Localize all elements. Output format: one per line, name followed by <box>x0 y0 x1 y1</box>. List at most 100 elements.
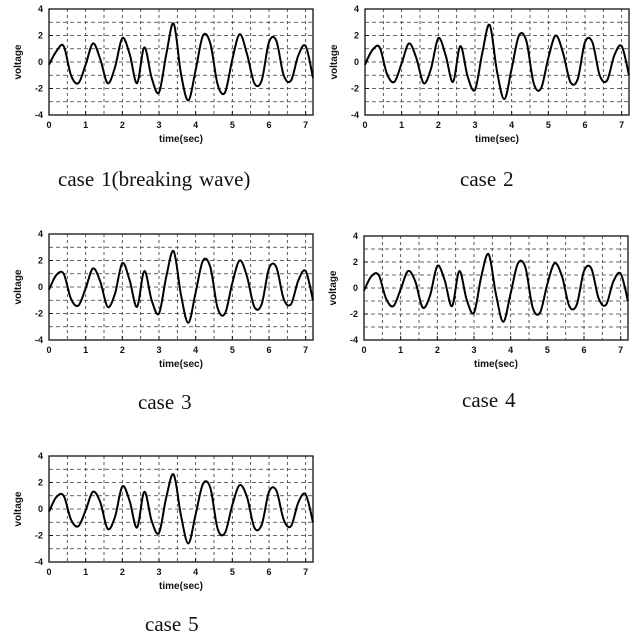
y-tick-label: -2 <box>35 309 43 319</box>
x-tick-label: 2 <box>120 345 125 355</box>
y-tick-label: -2 <box>351 84 359 94</box>
x-tick-label: 2 <box>120 567 125 577</box>
caption-word: case <box>462 388 499 412</box>
x-tick-label: 5 <box>230 120 235 130</box>
y-axis-label: voltage <box>13 44 24 79</box>
x-tick-label: 6 <box>581 345 586 355</box>
y-tick-label: 0 <box>38 282 43 292</box>
y-axis-label: voltage <box>13 269 24 304</box>
chart-caption: case 4 <box>462 388 516 413</box>
x-tick-label: 2 <box>436 120 441 130</box>
y-tick-label: 4 <box>38 4 43 14</box>
y-tick-label: -2 <box>35 531 43 541</box>
y-tick-label: 0 <box>353 283 358 293</box>
y-tick-label: 2 <box>38 31 43 41</box>
y-axis-label: voltage <box>329 44 340 79</box>
chart-panel-case-4: 4 2 0 -2 -4 0 1 2 3 4 5 6 7 time(sec) voltage case 4 <box>315 225 635 425</box>
chart-caption: case 2 <box>460 167 514 192</box>
x-tick-label: 0 <box>361 345 366 355</box>
y-tick-label: -4 <box>35 110 43 120</box>
x-tick-label: 5 <box>545 345 550 355</box>
chart-panel-case-1: 4 2 0 -2 -4 0 1 2 3 4 5 6 7 time(sec) voltage case 1(br… <box>0 0 318 200</box>
caption-number: 5 <box>188 612 199 636</box>
chart-panel-case-2: 4 2 0 -2 -4 0 1 2 3 4 5 6 7 time(sec) voltage case 2 <box>318 0 635 200</box>
x-tick-label: 3 <box>472 120 477 130</box>
caption-number: 4 <box>505 388 516 412</box>
voltage-series-line <box>48 473 314 545</box>
x-tick-label: 7 <box>303 120 308 130</box>
x-tick-label: 4 <box>508 345 513 355</box>
voltage-series-line <box>363 252 629 323</box>
x-tick-label: 3 <box>156 345 161 355</box>
chart-panel-case-5: 4 2 0 -2 -4 0 1 2 3 4 5 6 7 time(sec) voltage case 5 <box>0 447 318 639</box>
x-tick-label: 2 <box>120 120 125 130</box>
caption-suffix: wave) <box>199 167 251 191</box>
chart-caption: case 3 <box>138 390 192 415</box>
voltage-series-line <box>364 23 630 101</box>
x-tick-label: 6 <box>266 567 271 577</box>
x-tick-label: 1 <box>399 120 404 130</box>
x-tick-label: 0 <box>362 120 367 130</box>
voltage-series-line <box>48 249 314 324</box>
x-tick-label: 1 <box>83 120 88 130</box>
y-tick-label: 4 <box>354 4 359 14</box>
x-tick-label: 4 <box>193 120 198 130</box>
chart-panel-case-3: 4 2 0 -2 -4 0 1 2 3 4 5 6 7 time(sec) voltage case 3 <box>0 225 318 425</box>
chart-caption: case 5 <box>145 612 199 637</box>
y-tick-label: 4 <box>38 229 43 239</box>
x-axis-label: time(sec) <box>474 359 518 370</box>
x-tick-label: 7 <box>618 345 623 355</box>
caption-word: case <box>460 167 497 191</box>
y-tick-label: -2 <box>35 84 43 94</box>
y-tick-label: -2 <box>350 309 358 319</box>
x-axis-label: time(sec) <box>475 134 519 145</box>
y-tick-label: 0 <box>354 57 359 67</box>
x-tick-label: 6 <box>266 120 271 130</box>
y-tick-label: -4 <box>35 335 43 345</box>
x-tick-label: 1 <box>398 345 403 355</box>
y-tick-label: 0 <box>38 504 43 514</box>
x-tick-label: 0 <box>46 345 51 355</box>
x-tick-label: 5 <box>230 345 235 355</box>
x-tick-label: 6 <box>266 345 271 355</box>
y-tick-label: 4 <box>38 451 43 461</box>
caption-word: case <box>145 612 182 636</box>
caption-number: 1(breaking <box>101 167 193 191</box>
y-tick-label: 2 <box>38 256 43 266</box>
x-tick-label: 0 <box>46 567 51 577</box>
x-tick-label: 7 <box>619 120 624 130</box>
x-tick-label: 2 <box>435 345 440 355</box>
caption-number: 2 <box>503 167 514 191</box>
x-tick-label: 1 <box>83 345 88 355</box>
y-tick-label: -4 <box>350 335 358 345</box>
x-axis-label: time(sec) <box>159 359 203 370</box>
x-tick-label: 3 <box>156 120 161 130</box>
x-axis-label: time(sec) <box>159 134 203 145</box>
x-tick-label: 7 <box>303 567 308 577</box>
x-tick-label: 6 <box>582 120 587 130</box>
x-tick-label: 4 <box>509 120 514 130</box>
x-tick-label: 1 <box>83 567 88 577</box>
x-tick-label: 3 <box>471 345 476 355</box>
caption-number: 3 <box>181 390 192 414</box>
y-tick-label: 0 <box>38 57 43 67</box>
x-axis-label: time(sec) <box>159 581 203 592</box>
x-tick-label: 5 <box>230 567 235 577</box>
x-tick-label: 4 <box>193 567 198 577</box>
chart-caption: case 1(breaking wave) <box>58 167 250 192</box>
y-tick-label: 2 <box>38 478 43 488</box>
y-tick-label: 2 <box>354 31 359 41</box>
x-tick-label: 7 <box>303 345 308 355</box>
y-tick-label: 2 <box>353 257 358 267</box>
y-axis-label: voltage <box>13 491 24 526</box>
x-tick-label: 5 <box>546 120 551 130</box>
y-tick-label: -4 <box>35 557 43 567</box>
x-tick-label: 0 <box>46 120 51 130</box>
y-axis-label: voltage <box>328 270 339 305</box>
voltage-series-line <box>48 22 314 102</box>
